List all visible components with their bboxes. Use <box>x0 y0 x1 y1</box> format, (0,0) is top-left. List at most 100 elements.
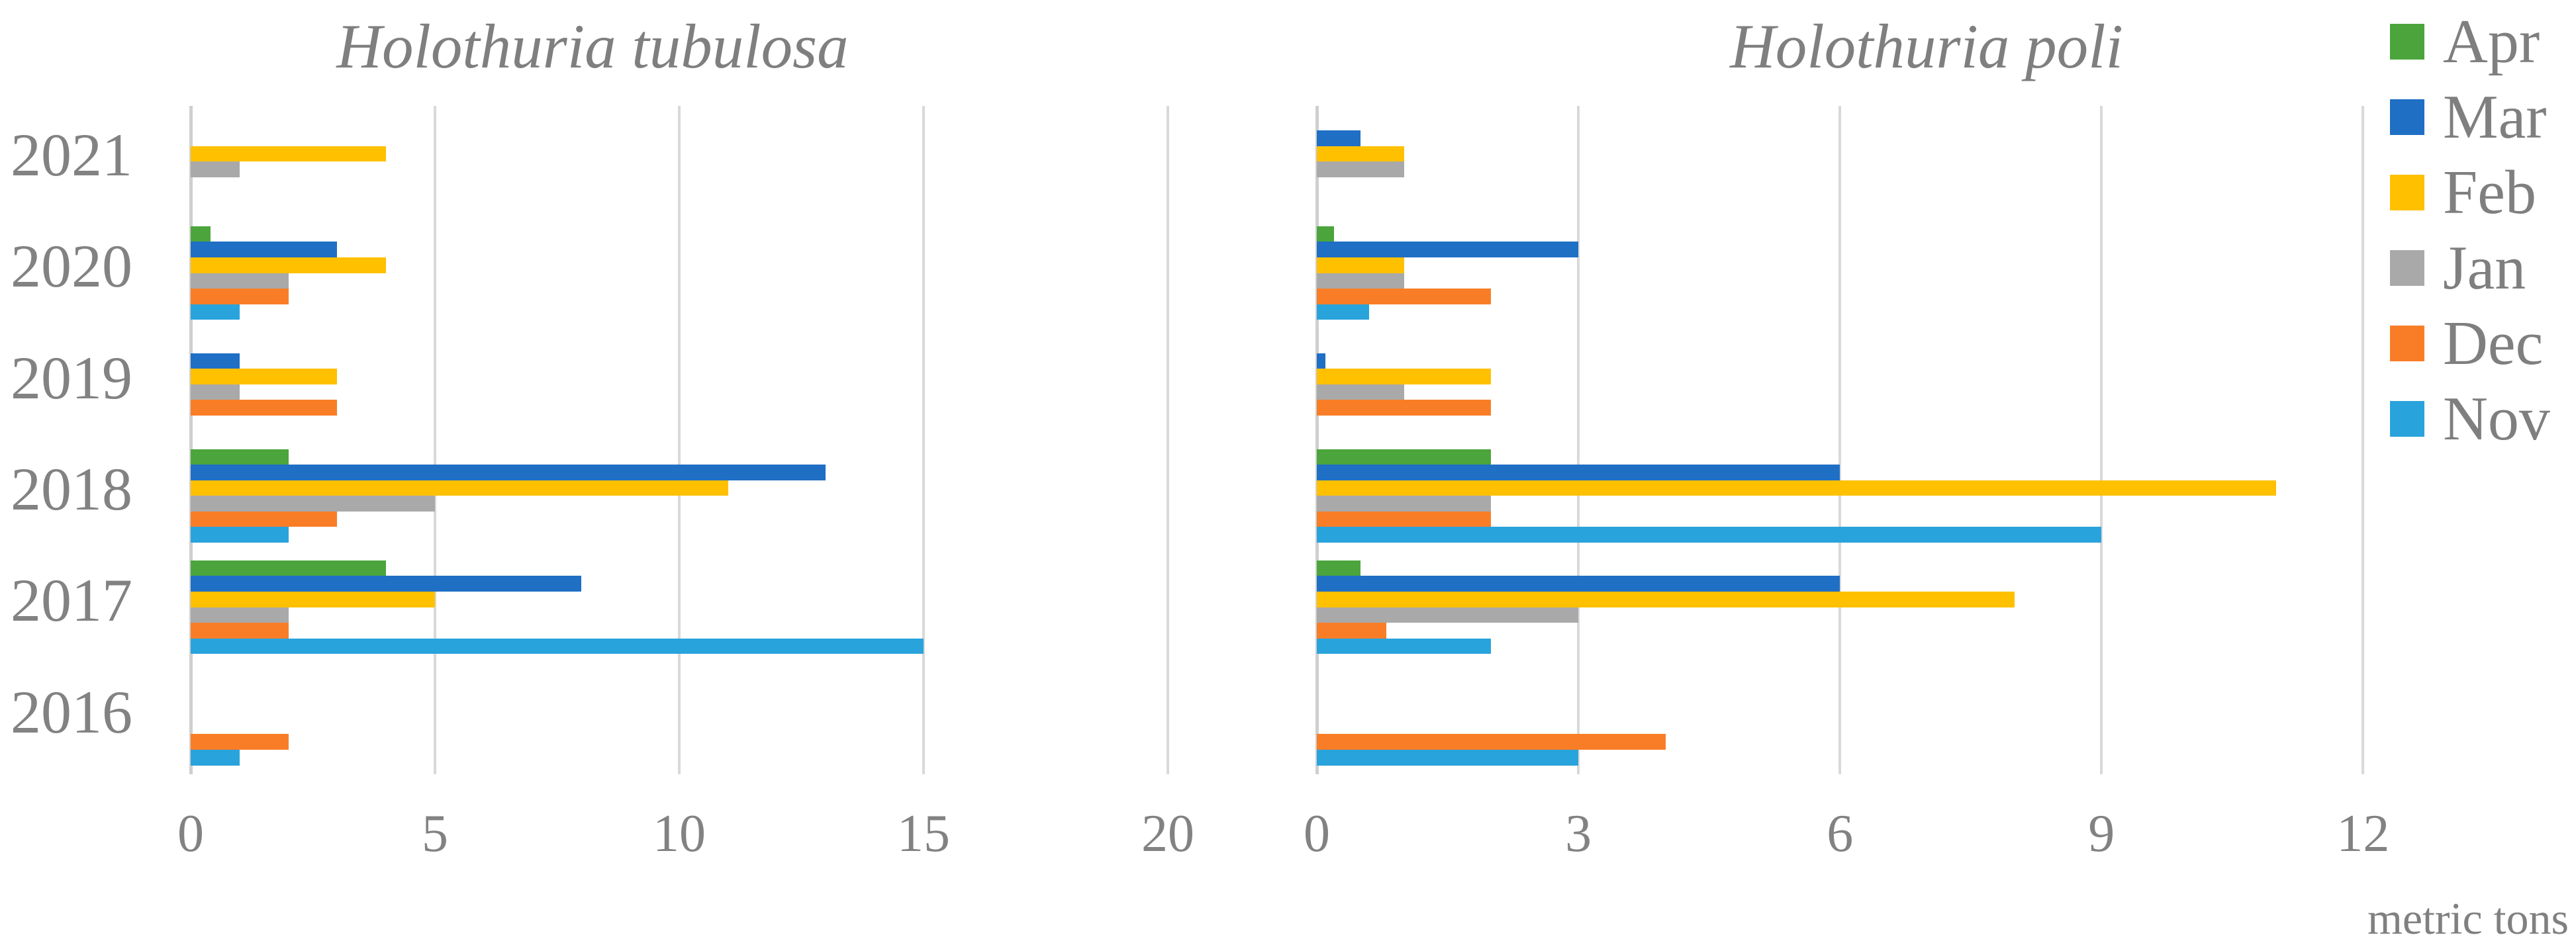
bar-feb-2020 <box>1317 257 1404 273</box>
bar-dec-2016 <box>191 734 289 750</box>
x-tick-label: 0 <box>177 805 204 863</box>
bar-mar-2019 <box>191 353 240 369</box>
bar-apr-2020 <box>191 226 211 242</box>
bar-nov-2018 <box>1317 527 2102 543</box>
bar-mar-2018 <box>191 465 826 480</box>
year-label: 2018 <box>11 455 132 523</box>
mar-swatch-icon <box>2390 99 2424 135</box>
bar-mar-2020 <box>191 242 338 258</box>
gridline <box>2361 106 2365 774</box>
bar-jan-2021 <box>191 161 240 177</box>
gridline <box>2100 106 2103 774</box>
bar-dec-2020 <box>1317 289 1492 304</box>
x-tick-label: 15 <box>897 805 950 863</box>
x-tick-label: 3 <box>1565 805 1592 863</box>
bar-mar-2018 <box>1317 465 1840 480</box>
legend-item-dec: Dec <box>2390 306 2550 381</box>
bar-feb-2020 <box>191 257 387 273</box>
gridline <box>434 106 436 774</box>
bar-apr-2017 <box>191 560 387 576</box>
dec-swatch-icon <box>2390 326 2424 361</box>
value-axis-line <box>1315 106 1319 774</box>
axis-unit-label: metric tons <box>2367 893 2569 939</box>
bar-dec-2017 <box>1317 623 1387 639</box>
legend-item-apr: Apr <box>2390 4 2550 79</box>
bar-mar-2020 <box>1317 242 1579 258</box>
bar-apr-2020 <box>1317 226 1335 242</box>
bar-jan-2020 <box>191 273 289 289</box>
bar-jan-2017 <box>191 607 289 623</box>
year-label: 2019 <box>11 343 132 412</box>
bar-dec-2020 <box>191 289 289 304</box>
year-label: 2017 <box>11 566 132 635</box>
legend-label: Dec <box>2443 309 2544 378</box>
legend-label: Mar <box>2443 83 2547 152</box>
bar-nov-2017 <box>1317 638 1492 654</box>
bar-dec-2019 <box>191 400 338 416</box>
bar-feb-2021 <box>1317 146 1404 162</box>
bar-nov-2016 <box>191 750 240 766</box>
x-tick-label: 6 <box>1827 805 1854 863</box>
x-tick-label: 20 <box>1141 805 1194 863</box>
bar-dec-2019 <box>1317 400 1492 416</box>
legend-label: Jan <box>2443 234 2526 302</box>
bar-jan-2017 <box>1317 607 1579 623</box>
bar-feb-2017 <box>1317 592 2015 607</box>
bar-dec-2018 <box>1317 511 1492 527</box>
bar-jan-2019 <box>191 384 240 400</box>
bar-feb-2018 <box>191 480 728 496</box>
gridline <box>1577 106 1580 774</box>
legend-item-jan: Jan <box>2390 230 2550 306</box>
x-tick-label: 9 <box>2088 805 2115 863</box>
nov-swatch-icon <box>2390 401 2424 437</box>
apr-swatch-icon <box>2390 24 2424 60</box>
bar-dec-2018 <box>191 511 338 527</box>
bar-feb-2019 <box>1317 369 1492 384</box>
value-axis-line <box>189 106 193 774</box>
bar-nov-2018 <box>191 527 289 543</box>
bar-nov-2020 <box>191 304 240 320</box>
bar-jan-2021 <box>1317 161 1404 177</box>
bar-mar-2017 <box>1317 576 1840 592</box>
left-chart-title: Holothuria tubulosa <box>336 11 849 81</box>
bar-feb-2017 <box>191 592 435 607</box>
bar-mar-2021 <box>1317 130 1360 146</box>
legend-item-feb: Feb <box>2390 155 2550 230</box>
gridline <box>678 106 681 774</box>
bar-nov-2016 <box>1317 750 1579 766</box>
x-tick-label: 10 <box>653 805 706 863</box>
bar-jan-2018 <box>1317 496 1492 512</box>
bar-apr-2017 <box>1317 560 1360 576</box>
bar-mar-2019 <box>1317 353 1326 369</box>
legend-label: Nov <box>2443 384 2550 453</box>
legend-item-nov: Nov <box>2390 381 2550 457</box>
bar-dec-2017 <box>191 623 289 639</box>
legend-item-mar: Mar <box>2390 79 2550 155</box>
gridline <box>1167 106 1169 774</box>
year-label: 2020 <box>11 232 132 300</box>
bar-jan-2018 <box>191 496 435 512</box>
year-label: 2016 <box>11 678 132 746</box>
jan-swatch-icon <box>2390 250 2424 286</box>
x-tick-label: 0 <box>1304 805 1330 863</box>
gridline <box>922 106 925 774</box>
right-chart-title: Holothuria poli <box>1730 11 2123 81</box>
bar-jan-2020 <box>1317 273 1404 289</box>
x-tick-label: 12 <box>2336 805 2390 863</box>
bar-dec-2016 <box>1317 734 1666 750</box>
bar-mar-2017 <box>191 576 582 592</box>
bar-feb-2018 <box>1317 480 2276 496</box>
gridline <box>1838 106 1842 774</box>
x-tick-label: 5 <box>422 805 448 863</box>
bar-apr-2018 <box>191 449 289 465</box>
legend: Apr Mar Feb Jan Dec Nov <box>2390 4 2550 457</box>
feb-swatch-icon <box>2390 175 2424 210</box>
bar-feb-2019 <box>191 369 338 384</box>
legend-label: Feb <box>2443 158 2536 227</box>
bar-nov-2017 <box>191 638 924 654</box>
bar-feb-2021 <box>191 146 387 162</box>
bar-nov-2020 <box>1317 304 1370 320</box>
bar-apr-2018 <box>1317 449 1492 465</box>
legend-label: Apr <box>2443 7 2540 76</box>
